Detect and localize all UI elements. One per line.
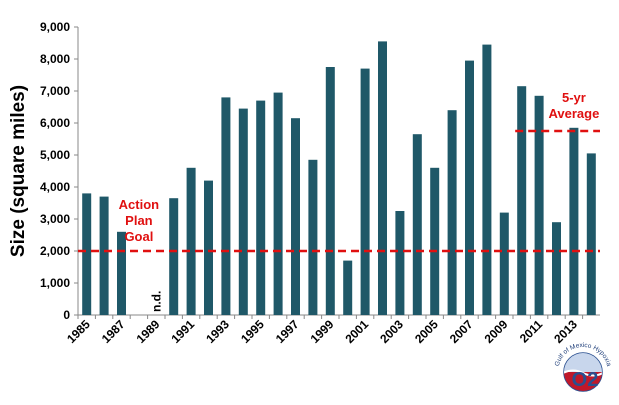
y-tick-label: 5,000 bbox=[40, 148, 70, 162]
bar-1998 bbox=[308, 159, 318, 315]
bar-2012 bbox=[552, 222, 561, 315]
bar-1990 bbox=[169, 198, 179, 315]
bar-2000 bbox=[343, 260, 353, 315]
bar-1995 bbox=[256, 100, 266, 315]
bar-1992 bbox=[204, 180, 213, 315]
x-tick-label: 1993 bbox=[203, 317, 232, 346]
bar-2008 bbox=[482, 44, 492, 315]
bar-2010 bbox=[517, 86, 527, 315]
x-tick-label: 2001 bbox=[342, 317, 371, 346]
y-tick-label: 7,000 bbox=[40, 84, 70, 98]
x-tick-label: 1987 bbox=[99, 317, 128, 346]
bar-2002 bbox=[378, 41, 387, 316]
bar-2006 bbox=[447, 110, 457, 315]
y-tick-label: 0 bbox=[63, 308, 70, 322]
bar-1993 bbox=[221, 97, 231, 316]
y-tick-label: 6,000 bbox=[40, 116, 70, 130]
bar-1991 bbox=[186, 167, 196, 315]
bar-2011 bbox=[534, 95, 544, 315]
bar-2003 bbox=[395, 211, 405, 315]
y-tick-label: 9,000 bbox=[40, 20, 70, 34]
bar-2009 bbox=[499, 212, 509, 315]
x-tick-label: 1999 bbox=[308, 317, 337, 346]
x-tick-label: 2003 bbox=[377, 317, 406, 346]
x-tick-label: 2007 bbox=[447, 317, 476, 346]
x-tick-label: 1995 bbox=[238, 317, 267, 346]
reference-lines: Action Plan Goal 5-yr Average bbox=[78, 90, 600, 253]
bar-1996 bbox=[273, 92, 283, 315]
x-tick-label: 2011 bbox=[517, 317, 546, 346]
x-tick-label: 1991 bbox=[168, 317, 197, 346]
x-tick-label: 1997 bbox=[273, 317, 302, 346]
bar-1986 bbox=[99, 196, 109, 315]
bar-2007 bbox=[465, 60, 474, 315]
y-tick-label: 3,000 bbox=[40, 212, 70, 226]
x-tick-labels: 1985 1987 1989 1991 1993 1995 1997 1999 2001 2003… bbox=[64, 315, 584, 346]
y-tick-label: 8,000 bbox=[40, 52, 70, 66]
bar-1994 bbox=[238, 108, 248, 315]
y-tick-label: 1,000 bbox=[40, 276, 70, 290]
y-axis-label: Size (square miles) bbox=[8, 85, 29, 257]
goal-label: Action Plan Goal bbox=[119, 197, 160, 244]
y-tick-labels: 0 1,000 2,000 3,000 4,000 5,000 6,000 7,000 8,00… bbox=[40, 20, 78, 322]
bar-series: n.d. bbox=[82, 41, 596, 316]
bar-2005 bbox=[430, 167, 440, 315]
x-tick-label: 2005 bbox=[412, 317, 441, 346]
bar-1999 bbox=[325, 67, 335, 315]
x-tick-label: 2009 bbox=[482, 317, 511, 346]
x-tick-label: 1989 bbox=[134, 317, 163, 346]
average-label: 5-yr Average bbox=[548, 90, 599, 121]
y-tick-label: 4,000 bbox=[40, 180, 70, 194]
x-tick-label: 2013 bbox=[551, 317, 580, 346]
bar-2001 bbox=[360, 68, 370, 315]
gulf-hypoxia-logo: Gulf of Mexico Hypoxia O2 bbox=[554, 342, 612, 392]
logo-o2-mark: O2 bbox=[572, 369, 599, 391]
y-tick-label: 2,000 bbox=[40, 244, 70, 258]
bar-2004 bbox=[412, 134, 422, 315]
bar-1985 bbox=[82, 193, 92, 315]
no-data-label: n.d. bbox=[149, 291, 163, 312]
bar-1987 bbox=[117, 231, 126, 315]
bar-2014 bbox=[586, 153, 596, 315]
bar-2013 bbox=[569, 127, 579, 315]
bar-1997 bbox=[291, 118, 300, 315]
